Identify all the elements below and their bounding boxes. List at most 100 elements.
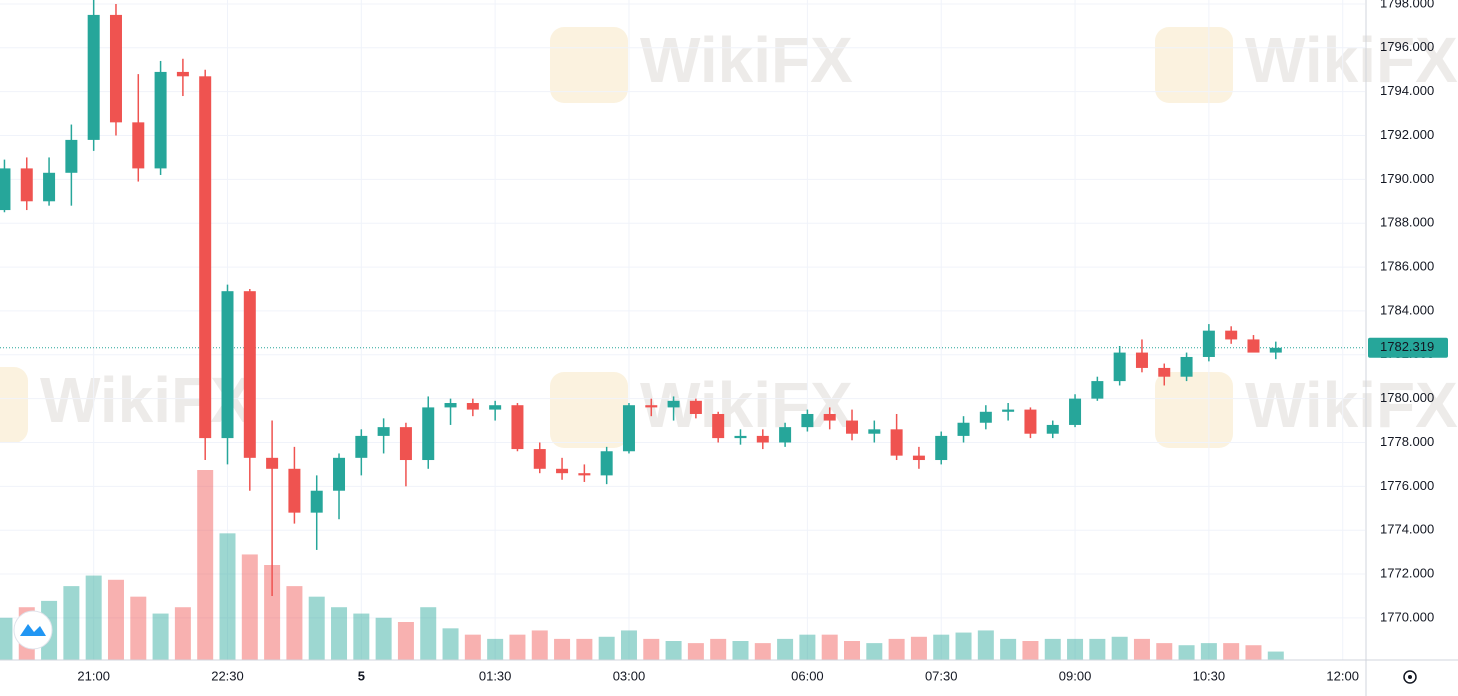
- candle-body: [734, 435, 747, 439]
- y-tick-label: 1778.000: [1380, 434, 1434, 449]
- candle-body: [310, 490, 323, 513]
- volume-bar: [152, 613, 169, 660]
- watermark-logo: [0, 367, 28, 443]
- volume-bar: [687, 643, 704, 660]
- watermark-logo: [550, 27, 628, 103]
- volume-bar: [1156, 643, 1173, 660]
- volume-bar: [174, 607, 191, 660]
- y-tick-label: 1772.000: [1380, 565, 1434, 580]
- y-tick-label: 1776.000: [1380, 478, 1434, 493]
- last-price-label: 1782.319: [1380, 339, 1434, 354]
- volume-bar: [754, 643, 771, 660]
- volume-bar: [464, 634, 481, 660]
- x-tick-label: 12:00: [1326, 668, 1359, 683]
- watermark-logo: [1155, 27, 1233, 103]
- candle-body: [422, 407, 435, 461]
- candle-body: [1113, 352, 1126, 382]
- candle-body: [266, 457, 279, 469]
- x-tick-label: 21:00: [77, 668, 110, 683]
- volume-bar: [732, 641, 749, 660]
- volume-bar: [955, 632, 972, 660]
- candle-body: [935, 435, 948, 461]
- settings-icon[interactable]: [1403, 670, 1417, 684]
- volume-bar: [799, 634, 816, 660]
- candle-body: [868, 429, 881, 434]
- candle-body: [756, 435, 769, 443]
- candle-body: [645, 405, 658, 408]
- candle-body: [1247, 339, 1260, 353]
- volume-bar: [331, 607, 348, 660]
- watermark-logo: [550, 372, 628, 448]
- candle-body: [979, 411, 992, 423]
- candle-body: [600, 451, 613, 476]
- volume-bar: [1223, 643, 1240, 660]
- candle-body: [109, 14, 122, 123]
- logo-button[interactable]: [13, 610, 53, 650]
- volume-bar: [665, 641, 682, 660]
- volume-bar: [598, 636, 615, 660]
- volume-bar: [888, 638, 905, 660]
- volume-bar: [1067, 638, 1084, 660]
- volume-bar: [509, 634, 526, 660]
- candle-body: [1225, 330, 1238, 340]
- volume-bar: [107, 579, 124, 660]
- candle-body: [689, 400, 702, 414]
- volume-bar: [1267, 651, 1284, 660]
- candle-body: [533, 449, 546, 469]
- candle-body: [87, 14, 100, 140]
- candle-body: [1024, 409, 1037, 434]
- volume-bar: [531, 630, 548, 660]
- volume-bar: [63, 586, 80, 660]
- volume-bar: [844, 641, 861, 660]
- volume-bar: [1044, 638, 1061, 660]
- volume-bar: [910, 636, 927, 660]
- y-tick-label: 1792.000: [1380, 127, 1434, 142]
- y-tick-label: 1784.000: [1380, 302, 1434, 317]
- candle-body: [622, 405, 635, 452]
- candle-body: [1091, 381, 1104, 399]
- candle-body: [399, 427, 412, 461]
- candle-body: [1202, 330, 1215, 357]
- candle-body: [779, 427, 792, 443]
- volume-bar: [1111, 636, 1128, 660]
- candle-body: [444, 403, 457, 408]
- candle-body: [154, 71, 167, 169]
- volume-bar: [1245, 645, 1262, 660]
- candle-body: [0, 168, 11, 211]
- volume-bar: [977, 630, 994, 660]
- volume-bar: [308, 596, 325, 660]
- volume-bar: [420, 607, 437, 660]
- candle-body: [801, 413, 814, 428]
- watermark-text: WikiFX: [1245, 369, 1458, 441]
- volume-bar: [375, 617, 392, 660]
- volume-bar: [353, 613, 370, 660]
- y-tick-label: 1780.000: [1380, 390, 1434, 405]
- candle-body: [132, 122, 145, 169]
- volume-bar: [821, 634, 838, 660]
- volume-bar: [1133, 638, 1150, 660]
- volume-bar: [620, 630, 637, 660]
- volume-bar: [933, 634, 950, 660]
- candle-body: [1046, 424, 1059, 434]
- volume-bar: [130, 596, 147, 660]
- candle-body: [243, 291, 256, 458]
- volume-bar: [241, 554, 258, 660]
- y-tick-label: 1786.000: [1380, 259, 1434, 274]
- x-tick-label: 09:00: [1059, 668, 1092, 683]
- volume-bar: [1000, 638, 1017, 660]
- candle-body: [288, 468, 301, 513]
- candle-body: [1269, 347, 1282, 353]
- candle-body: [846, 420, 859, 434]
- volume-bar: [0, 617, 13, 660]
- candle-body: [578, 473, 591, 476]
- candle-body: [712, 413, 725, 439]
- watermark-text: WikiFX: [40, 364, 253, 436]
- x-tick-label: 07:30: [925, 668, 958, 683]
- volume-bar: [777, 638, 794, 660]
- volume-bar: [866, 643, 883, 660]
- volume-bar: [1089, 638, 1106, 660]
- y-tick-label: 1790.000: [1380, 171, 1434, 186]
- candle-body: [823, 413, 836, 421]
